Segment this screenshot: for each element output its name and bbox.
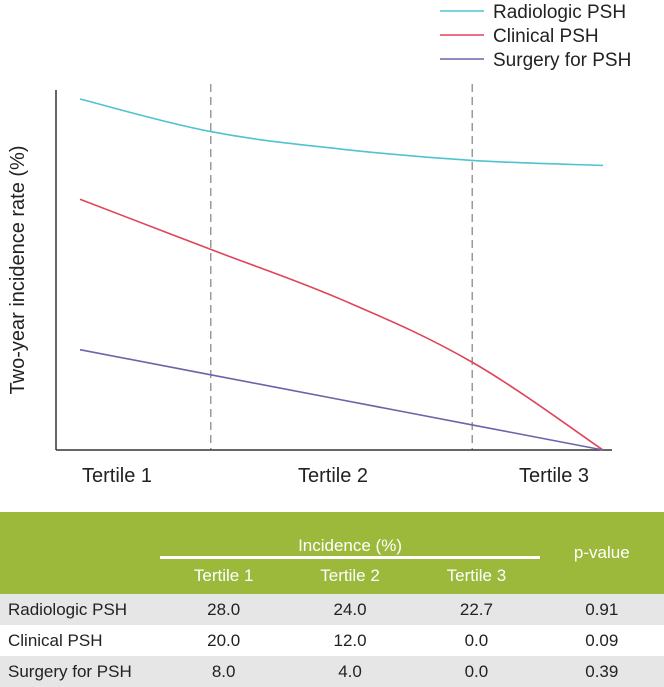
table-cell: 4.0 <box>286 656 414 687</box>
table-cell: 0.0 <box>413 625 540 656</box>
x-tick-labels: Tertile 1 Tertile 2 Tertile 3 <box>82 465 589 487</box>
incidence-table: Incidence (%) p-value Tertile 1 Tertile … <box>0 512 664 687</box>
table-row: Surgery for PSH 8.0 4.0 0.0 0.39 <box>0 656 664 687</box>
table-header-row: Incidence (%) p-value <box>0 512 664 562</box>
series-lines <box>79 98 604 451</box>
legend-label: Radiologic PSH <box>493 2 626 23</box>
series-line-clinical-psh <box>79 198 604 451</box>
x-tick-label: Tertile 2 <box>298 465 368 487</box>
incidence-group-header: Incidence (%) <box>298 535 402 555</box>
table-cell: 12.0 <box>286 625 414 656</box>
legend-label: Clinical PSH <box>493 26 599 47</box>
x-tick-label: Tertile 3 <box>519 465 589 487</box>
row-label: Radiologic PSH <box>0 594 161 625</box>
series-line-surgery-for-psh <box>79 348 604 451</box>
table-row: Radiologic PSH 28.0 24.0 22.7 0.91 <box>0 594 664 625</box>
incidence-line-chart: Tertile 1 Tertile 2 Tertile 3 Two-year inc… <box>7 2 631 487</box>
series-line-radiologic-psh <box>79 98 604 167</box>
y-axis-label: Two-year incidence rate (%) <box>7 146 29 395</box>
x-tick-label: Tertile 1 <box>82 465 152 487</box>
p-value-cell: 0.91 <box>539 594 664 625</box>
table-cell: 20.0 <box>160 625 287 656</box>
table-row: Clinical PSH 20.0 12.0 0.0 0.09 <box>0 625 664 656</box>
table-cell: 0.0 <box>413 656 540 687</box>
pvalue-header: p-value <box>573 543 630 562</box>
tertile-dividers <box>210 84 473 450</box>
row-label: Surgery for PSH <box>0 656 161 687</box>
table-cell: 22.7 <box>413 594 540 625</box>
table-cell: 24.0 <box>286 594 414 625</box>
table-cell: 28.0 <box>160 594 287 625</box>
column-header: Tertile 3 <box>413 555 540 594</box>
legend-label: Surgery for PSH <box>493 50 631 71</box>
column-header: Tertile 1 <box>160 555 287 594</box>
legend: Radiologic PSH Clinical PSH Surgery for PS… <box>440 2 631 71</box>
column-header: Tertile 2 <box>286 555 414 594</box>
p-value-cell: 0.39 <box>539 656 664 687</box>
row-label: Clinical PSH <box>0 625 161 656</box>
p-value-cell: 0.09 <box>539 625 664 656</box>
table-cell: 8.0 <box>160 656 287 687</box>
